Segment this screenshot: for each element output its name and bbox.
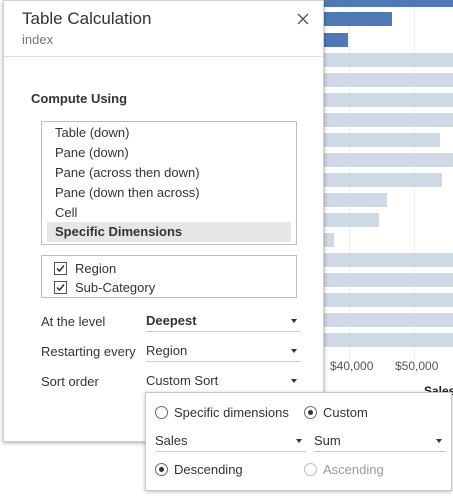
compute-option-pane-across-then-down[interactable]: Pane (across then down) — [55, 165, 200, 180]
restarting-every-dropdown[interactable]: Region — [146, 340, 301, 362]
restarting-every-value: Region — [146, 343, 188, 358]
bar — [324, 153, 453, 167]
bar — [324, 253, 453, 267]
custom-sort-popover: Specific dimensions Custom Sales Sum Des… — [145, 392, 452, 491]
radio-descending[interactable]: Descending — [155, 462, 243, 477]
bar — [324, 193, 387, 207]
checkbox-checked[interactable] — [54, 261, 67, 275]
dimensions-list: Region Sub-Category — [41, 255, 297, 298]
checkbox-checked[interactable] — [54, 280, 67, 294]
at-level-label: At the level — [41, 314, 106, 329]
bar — [324, 93, 453, 107]
bar — [324, 233, 334, 247]
compute-using-list: Table (down) Pane (down) Pane (across th… — [41, 121, 297, 245]
chevron-down-icon — [291, 379, 297, 383]
chevron-down-icon — [436, 439, 442, 443]
compute-option-pane-down-then-across[interactable]: Pane (down then across) — [55, 185, 200, 200]
radio-label: Descending — [174, 462, 243, 477]
radio-custom[interactable]: Custom — [304, 405, 368, 420]
bar-highlighted — [324, 33, 348, 47]
chevron-down-icon — [291, 349, 297, 353]
radio-button-disabled[interactable] — [304, 463, 317, 476]
dialog-subtitle: index — [22, 32, 54, 47]
bar — [324, 273, 453, 287]
bar-highlighted — [324, 0, 453, 7]
sort-field-dropdown[interactable]: Sales — [155, 430, 306, 452]
table-calculation-dialog: Table Calculation index Compute Using Ta… — [3, 0, 324, 442]
radio-button-selected[interactable] — [155, 463, 168, 476]
sort-order-label: Sort order — [41, 374, 99, 389]
close-icon[interactable] — [295, 11, 311, 27]
bar — [324, 113, 453, 127]
sort-aggregation-value: Sum — [314, 433, 341, 448]
radio-label: Specific dimensions — [174, 405, 289, 420]
dimension-label: Region — [75, 260, 117, 276]
bar-highlighted — [324, 12, 392, 26]
sort-order-dropdown[interactable]: Custom Sort — [146, 370, 301, 392]
radio-ascending[interactable]: Ascending — [304, 462, 384, 477]
sort-field-value: Sales — [155, 433, 188, 448]
compute-option-specific-dimensions[interactable]: Specific Dimensions — [47, 222, 291, 242]
dimension-sub-category-row[interactable]: Sub-Category — [54, 278, 155, 296]
at-level-dropdown[interactable]: Deepest — [146, 310, 301, 332]
axis-tick-label: $40,000 — [330, 359, 374, 373]
radio-specific-dimensions[interactable]: Specific dimensions — [155, 405, 289, 420]
bar — [324, 133, 440, 147]
restarting-every-label: Restarting every — [41, 344, 136, 359]
chevron-down-icon — [291, 319, 297, 323]
radio-label: Ascending — [323, 462, 384, 477]
bar — [324, 293, 453, 307]
dimension-label: Sub-Category — [75, 279, 156, 295]
sort-aggregation-dropdown[interactable]: Sum — [314, 430, 446, 452]
axis-tick-label: $50,000 — [395, 359, 439, 373]
bar — [324, 333, 453, 347]
bar — [324, 73, 453, 87]
radio-button[interactable] — [155, 406, 168, 419]
chevron-down-icon — [296, 439, 302, 443]
bar — [324, 173, 442, 187]
bar — [324, 53, 453, 67]
compute-option-cell[interactable]: Cell — [55, 205, 78, 220]
dimension-region-row[interactable]: Region — [54, 259, 116, 277]
compute-option-table-down[interactable]: Table (down) — [55, 125, 130, 140]
bar — [324, 213, 379, 227]
bar — [324, 313, 453, 327]
radio-label: Custom — [323, 405, 368, 420]
dialog-title: Table Calculation — [22, 9, 152, 28]
compute-using-title: Compute Using — [31, 91, 128, 106]
compute-option-pane-down[interactable]: Pane (down) — [55, 145, 129, 160]
radio-button-selected[interactable] — [304, 406, 317, 419]
sort-order-value: Custom Sort — [146, 373, 219, 388]
at-level-value: Deepest — [146, 313, 197, 328]
dialog-header: Table Calculation index — [4, 1, 323, 57]
